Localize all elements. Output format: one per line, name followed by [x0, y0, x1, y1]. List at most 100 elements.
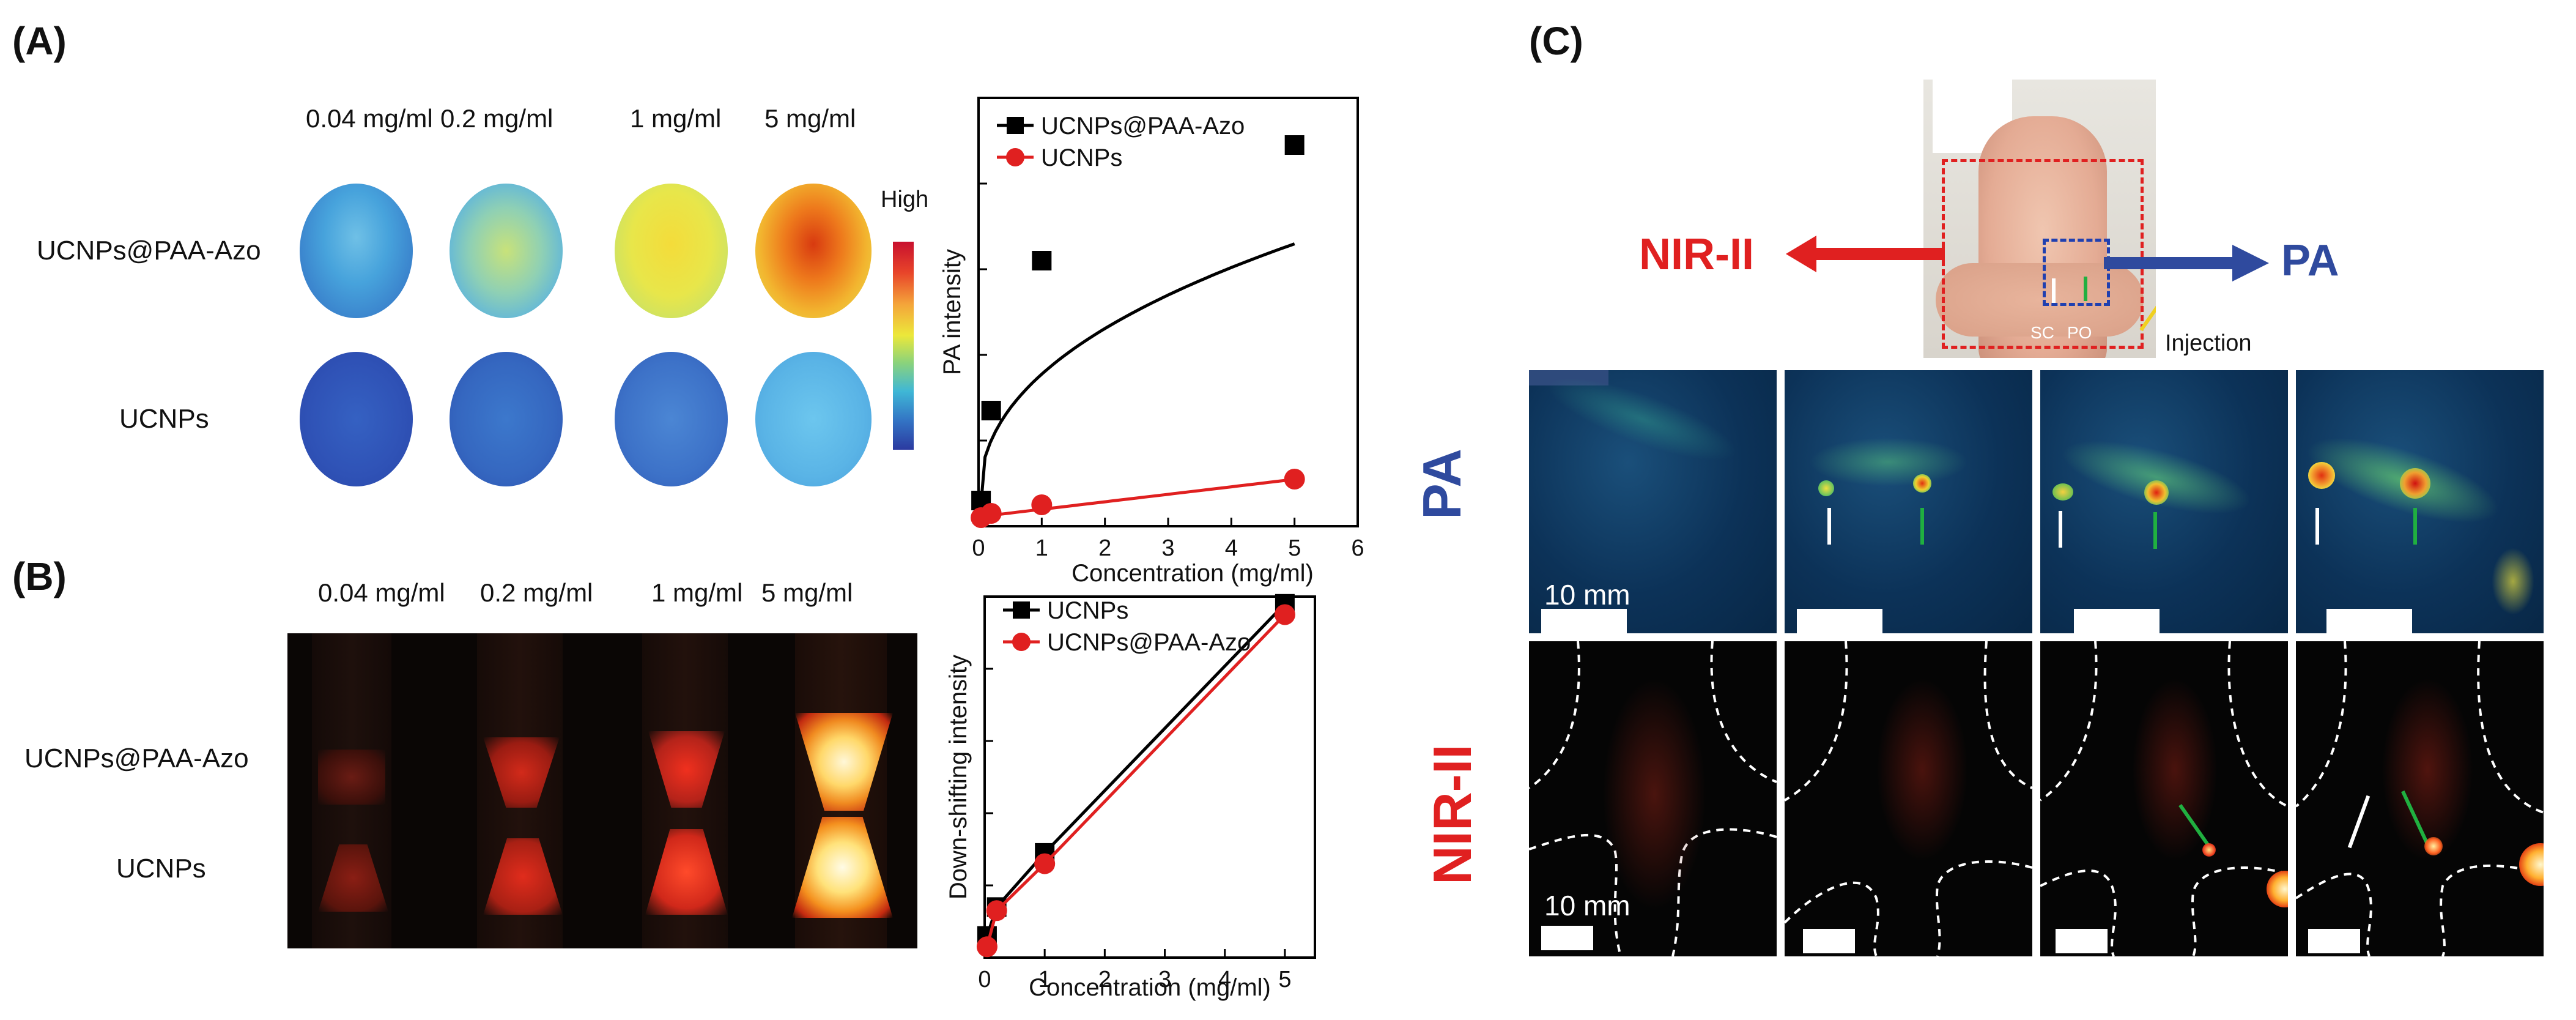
nir-image-tile — [2296, 641, 2544, 956]
row-label-ucnps: UCNPs — [116, 854, 206, 884]
x-tick-label: 0 — [978, 967, 991, 992]
sc-label: SC — [2030, 323, 2054, 342]
panel-label-c: (C) — [1529, 19, 1583, 63]
nir-glow — [318, 750, 385, 805]
nir-side-label: NIR-II — [1421, 744, 1482, 885]
nir-image-tile — [2040, 641, 2288, 956]
legend-label: UCNPs@PAA-Azo — [1041, 113, 1245, 140]
pa-spot — [450, 184, 563, 318]
legend-label: UCNPs — [1041, 144, 1122, 171]
colorbar — [893, 242, 914, 450]
chart-axes: 0 1 2 3 4 5 6 Concentration (mg/ml) PA intensity — [939, 97, 1364, 587]
scale-bar — [2308, 929, 2360, 953]
nir-tube-image — [287, 633, 917, 948]
legend-label: UCNPs — [1047, 597, 1128, 624]
x-tick-label: 1 — [1035, 535, 1048, 561]
pa-label: PA — [2281, 236, 2339, 285]
x-tick-label: 1 — [1038, 967, 1051, 992]
series-line — [985, 613, 1286, 947]
data-point — [981, 401, 1001, 420]
data-point — [1284, 135, 1305, 155]
panel-label-b: (B) — [12, 554, 67, 598]
pa-intensity-chart: 0 1 2 3 4 5 6 Concentration (mg/ml) PA intensity… — [939, 97, 1364, 587]
pa-side-label: PA — [1411, 449, 1472, 519]
pa-image-tile — [2040, 370, 2288, 633]
legend-label: UCNPs@PAA-Azo — [1047, 629, 1251, 656]
fit-line — [979, 477, 1295, 518]
plot-frame — [977, 97, 1359, 527]
conc-label: 1 mg/ml — [630, 104, 722, 133]
row-label-ucnps-paa-azo: UCNPs@PAA-Azo — [24, 743, 249, 773]
scale-label: 10 mm — [1544, 579, 1630, 611]
conc-label: 0.04 mg/ml — [306, 104, 433, 133]
po-label: PO — [2067, 323, 2092, 342]
data-point — [980, 503, 1002, 524]
conc-label: 1 mg/ml — [651, 578, 743, 607]
legend-marker — [1007, 117, 1024, 134]
injection-label: Injection — [2165, 330, 2252, 356]
conc-label: 0.04 mg/ml — [318, 578, 445, 607]
legend-marker — [1012, 633, 1031, 651]
pa-image-tile: 10 mm — [1529, 370, 1777, 633]
x-tick-label: 6 — [1351, 535, 1364, 561]
nir-ii-label: NIR-II — [1639, 230, 1754, 279]
pa-spot — [755, 184, 872, 318]
data-point — [1274, 604, 1295, 625]
data-point — [1031, 494, 1053, 515]
pa-image-tile — [1785, 370, 2032, 633]
y-axis-label: PA intensity — [939, 249, 966, 375]
plot-frame — [983, 595, 1316, 959]
scale-bar — [2074, 609, 2160, 633]
nir-image-tile — [1785, 641, 2032, 956]
pa-image-tile — [2296, 370, 2544, 633]
x-tick-label: 0 — [972, 535, 985, 561]
row-label-ucnps: UCNPs — [119, 404, 209, 434]
pa-spot — [755, 352, 872, 486]
row-label-ucnps-paa-azo: UCNPs@PAA-Azo — [37, 236, 261, 266]
fit-line — [978, 242, 1295, 518]
x-tick-label: 2 — [1098, 967, 1111, 992]
pa-spot — [300, 352, 413, 486]
chart-legend: UCNPs@PAA-Azo UCNPs — [997, 113, 1245, 171]
colorbar-high-label: High — [881, 187, 929, 212]
data-point — [1034, 853, 1056, 874]
x-tick-label: 3 — [1161, 535, 1174, 561]
legend-marker — [1013, 601, 1030, 619]
chart-legend: UCNPs UCNPs@PAA-Azo — [1003, 597, 1251, 656]
scale-bar — [1803, 929, 1855, 953]
pa-spot — [615, 184, 728, 318]
scale-bar — [1797, 609, 1882, 633]
scale-label: 10 mm — [1544, 890, 1630, 921]
data-point — [986, 900, 1007, 921]
conc-label: 0.2 mg/ml — [440, 104, 553, 133]
pa-spot — [450, 352, 563, 486]
x-tick-label: 5 — [1278, 967, 1291, 992]
y-axis-label: Down-shifting intensity — [945, 655, 972, 899]
arrow-sc — [2052, 278, 2056, 303]
arrow-po — [2084, 277, 2087, 301]
chart-series — [976, 594, 1295, 958]
data-point — [1284, 469, 1305, 490]
pa-arrow-icon — [2104, 245, 2269, 281]
x-tick-label: 4 — [1225, 535, 1238, 561]
panel-label-a: (A) — [12, 19, 67, 63]
scale-bar — [2326, 609, 2412, 633]
series-line — [985, 603, 1286, 937]
nir-image-tile: 10 mm — [1529, 641, 1777, 956]
conc-label: 5 mg/ml — [764, 104, 856, 133]
nir-arrow-icon — [1786, 236, 1945, 272]
down-shifting-chart: 0 1 2 3 4 5 Concentration (mg/ml) Down-shifting… — [945, 594, 1316, 1001]
scale-bar — [1541, 609, 1627, 633]
pa-spot — [615, 352, 728, 486]
data-point — [1032, 251, 1052, 270]
legend-marker — [1006, 148, 1024, 166]
x-tick-label: 4 — [1218, 967, 1231, 992]
mouse-photo: SC PO — [1923, 80, 2156, 358]
pa-spot — [300, 184, 413, 318]
conc-label: 5 mg/ml — [761, 578, 853, 607]
scale-bar — [1541, 926, 1593, 950]
chart-series — [971, 135, 1305, 528]
chart-axes: 0 1 2 3 4 5 Concentration (mg/ml) Down-shifting… — [945, 595, 1316, 1001]
x-axis-label: Concentration (mg/ml) — [1071, 560, 1314, 587]
scale-bar — [2056, 929, 2108, 953]
